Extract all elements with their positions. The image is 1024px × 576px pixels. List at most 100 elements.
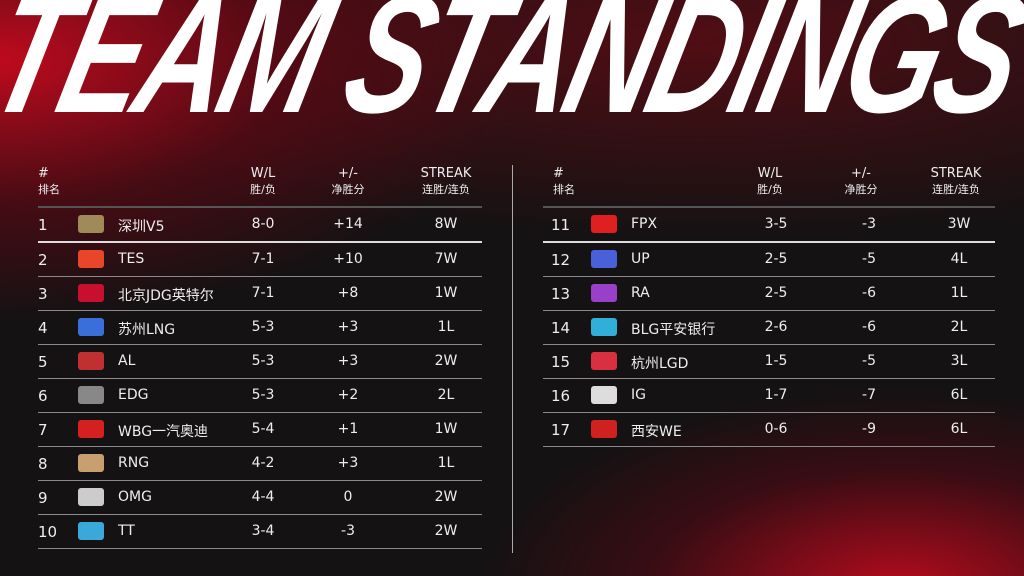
header-rank: # 排名 <box>553 166 575 196</box>
jdg-logo-icon <box>78 284 104 302</box>
rank: 16 <box>551 387 571 405</box>
rank: 3 <box>38 285 48 303</box>
v5-logo-icon <box>78 215 104 233</box>
streak: 1W <box>434 421 458 437</box>
point-diff: -5 <box>862 353 876 369</box>
win-loss: 7-1 <box>251 285 275 301</box>
win-loss: 5-3 <box>251 387 275 403</box>
win-loss: 4-2 <box>251 455 275 471</box>
table-row: 4 苏州LNG 5-3 +3 1L <box>38 311 482 345</box>
table-row: 1 深圳V5 8-0 +14 8W <box>38 208 482 243</box>
point-diff: -9 <box>862 421 876 437</box>
ra-logo-icon <box>591 284 617 302</box>
streak: 1L <box>437 455 455 471</box>
win-loss: 7-1 <box>251 251 275 267</box>
team-name: 杭州LGD <box>631 356 689 372</box>
header-rank: # 排名 <box>38 166 60 196</box>
streak: 7W <box>434 251 458 267</box>
point-diff: -7 <box>862 387 876 403</box>
point-diff: +3 <box>337 455 359 471</box>
rank: 12 <box>551 251 571 269</box>
win-loss: 0-6 <box>764 421 788 437</box>
table-row: 10 TT 3-4 -3 2W <box>38 515 482 549</box>
header-wl: W/L 胜/负 <box>250 166 276 196</box>
rank: 1 <box>38 216 48 234</box>
lgd-logo-icon <box>591 352 617 370</box>
point-diff: +3 <box>337 319 359 335</box>
streak: 6L <box>950 387 968 403</box>
rank: 15 <box>551 353 571 371</box>
rank: 10 <box>38 523 58 541</box>
win-loss: 1-7 <box>764 387 788 403</box>
team-name: TES <box>118 251 145 267</box>
table-row: 14 BLG平安银行 2-6 -6 2L <box>543 311 995 345</box>
team-name: RA <box>631 285 650 301</box>
ig-logo-icon <box>591 386 617 404</box>
table-header: # 排名 W/L 胜/负 +/- 净胜分 STREAK 连胜/连负 <box>543 162 995 208</box>
rank: 6 <box>38 387 48 405</box>
streak: 3W <box>947 216 971 232</box>
team-name: WBG一汽奥迪 <box>118 424 209 440</box>
win-loss: 1-5 <box>764 353 788 369</box>
al-logo-icon <box>78 352 104 370</box>
tt-logo-icon <box>78 522 104 540</box>
table-row: 15 杭州LGD 1-5 -5 3L <box>543 345 995 379</box>
streak: 3L <box>950 353 968 369</box>
win-loss: 2-5 <box>764 285 788 301</box>
point-diff: +1 <box>337 421 359 437</box>
table-row: 9 OMG 4-4 0 2W <box>38 481 482 515</box>
point-diff: -6 <box>862 285 876 301</box>
streak: 8W <box>434 216 458 232</box>
table-row: 7 WBG一汽奥迪 5-4 +1 1W <box>38 413 482 447</box>
team-name: BLG平安银行 <box>631 322 716 338</box>
point-diff: -6 <box>862 319 876 335</box>
streak: 1W <box>434 285 458 301</box>
team-name: OMG <box>118 489 152 505</box>
win-loss: 3-4 <box>251 523 275 539</box>
table-row: 5 AL 5-3 +3 2W <box>38 345 482 379</box>
win-loss: 5-3 <box>251 353 275 369</box>
streak: 2W <box>434 489 458 505</box>
win-loss: 2-6 <box>764 319 788 335</box>
streak: 2L <box>950 319 968 335</box>
point-diff: +8 <box>337 285 359 301</box>
rank: 13 <box>551 285 571 303</box>
point-diff: +2 <box>337 387 359 403</box>
rank: 5 <box>38 353 48 371</box>
team-name: AL <box>118 353 136 369</box>
win-loss: 3-5 <box>764 216 788 232</box>
win-loss: 8-0 <box>251 216 275 232</box>
edg-logo-icon <box>78 386 104 404</box>
we-logo-icon <box>591 420 617 438</box>
omg-logo-icon <box>78 488 104 506</box>
fpx-logo-icon <box>591 215 617 233</box>
rank: 2 <box>38 251 48 269</box>
streak: 6L <box>950 421 968 437</box>
streak: 2W <box>434 523 458 539</box>
rank: 7 <box>38 421 48 439</box>
table-header: # 排名 W/L 胜/负 +/- 净胜分 STREAK 连胜/连负 <box>38 162 482 208</box>
team-name: FPX <box>631 216 658 232</box>
column-divider <box>512 165 513 553</box>
table-row: 16 IG 1-7 -7 6L <box>543 379 995 413</box>
table-row: 8 RNG 4-2 +3 1L <box>38 447 482 481</box>
point-diff: -5 <box>862 251 876 267</box>
header-wl: W/L 胜/负 <box>757 166 783 196</box>
point-diff: +14 <box>333 216 363 232</box>
streak: 2L <box>437 387 455 403</box>
table-row: 11 FPX 3-5 -3 3W <box>543 208 995 243</box>
table-row: 6 EDG 5-3 +2 2L <box>38 379 482 413</box>
point-diff: -3 <box>341 523 355 539</box>
up-logo-icon <box>591 250 617 268</box>
wbg-logo-icon <box>78 420 104 438</box>
point-diff: +3 <box>337 353 359 369</box>
rank: 11 <box>551 216 571 234</box>
team-name: EDG <box>118 387 149 403</box>
streak: 4L <box>950 251 968 267</box>
point-diff: 0 <box>343 489 353 505</box>
rank: 17 <box>551 421 571 439</box>
point-diff: -3 <box>862 216 876 232</box>
rng-logo-icon <box>78 454 104 472</box>
win-loss: 5-4 <box>251 421 275 437</box>
win-loss: 2-5 <box>764 251 788 267</box>
